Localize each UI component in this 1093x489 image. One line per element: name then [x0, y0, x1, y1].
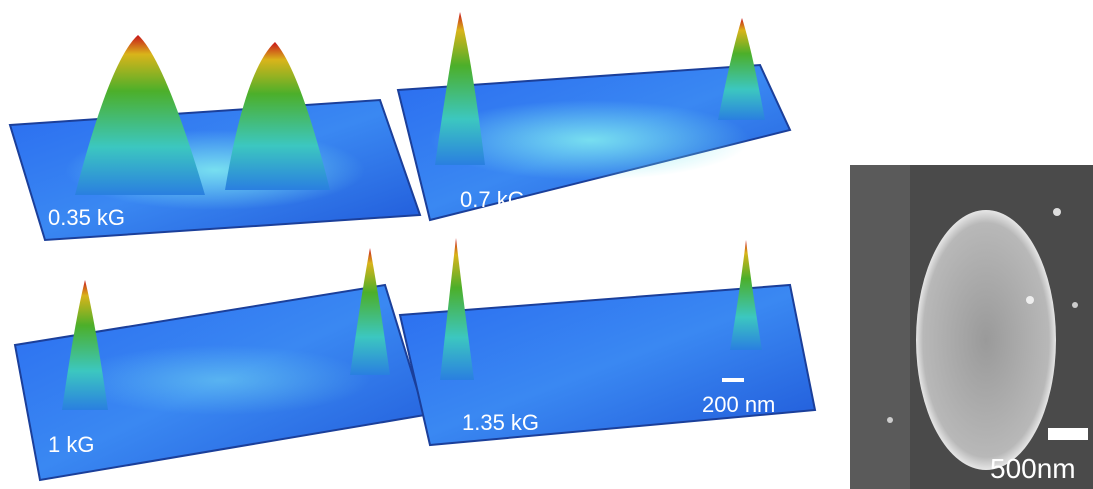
surface-panel: 1 kG	[15, 248, 425, 480]
scale-bar-label: 500nm	[990, 453, 1076, 484]
field-label: 1.35 kG	[462, 410, 539, 435]
scale-bar-label: 200 nm	[702, 392, 775, 417]
field-label: 0.35 kG	[48, 205, 125, 230]
surface-panel: 200 nm 1.35 kG	[400, 238, 815, 445]
surface-panel: 0.7 kG	[398, 12, 790, 220]
figure: 0.35 kG 0.7 kG 1 kG 200 nm 1.35 kG 500nm	[0, 0, 1093, 489]
sem-image: 500nm	[850, 165, 1093, 489]
field-label: 1 kG	[48, 432, 94, 457]
surface-panel: 0.35 kG	[10, 35, 420, 240]
field-label: 0.7 kG	[460, 187, 525, 212]
